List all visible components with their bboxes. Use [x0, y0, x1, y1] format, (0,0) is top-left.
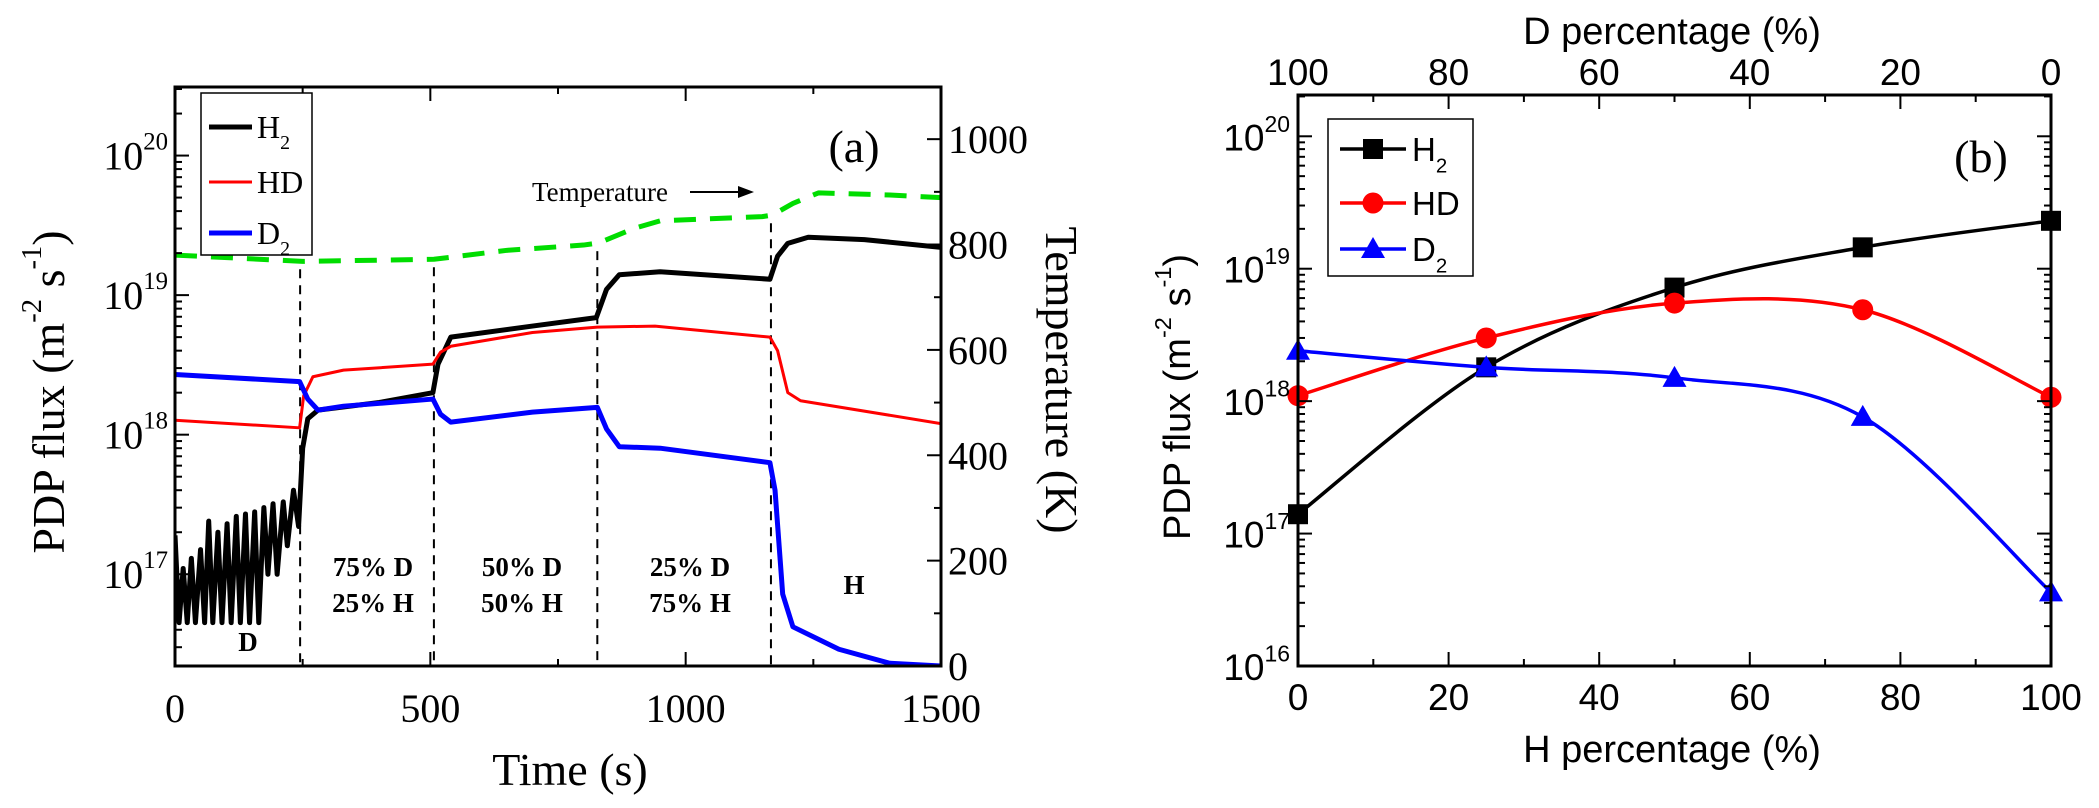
- x2-tick-label: 20: [1880, 52, 1921, 93]
- series-line-hd: [175, 324, 941, 430]
- panel-a-time-series: 0 500 1000 1500 1017 1018 1019 1020 0 200 400 600 80…: [17, 85, 1087, 795]
- arrow-head-icon: [738, 186, 754, 198]
- region-label: 75% D: [333, 552, 413, 582]
- temperature-annotation: Temperature: [532, 177, 668, 207]
- data-point-hd: [1852, 299, 1874, 321]
- panel-label: (b): [1954, 131, 2008, 182]
- legend: H2 HD D2: [1327, 118, 1474, 278]
- y-tick-label: 1017: [103, 547, 168, 597]
- data-point-hd: [1664, 292, 1685, 314]
- x-axis-title: Time (s): [492, 744, 648, 795]
- y2-tick-label: 600: [948, 328, 1008, 373]
- region-label: H: [843, 570, 864, 600]
- y-tick-label: 1018: [1223, 376, 1290, 423]
- data-point-d2: [1850, 404, 1875, 426]
- region-label: 25% H: [332, 588, 414, 618]
- data-point-hd: [1475, 327, 1497, 349]
- data-point-h2: [1664, 277, 1685, 298]
- x-tick-label: 1000: [646, 686, 726, 731]
- region-label: 50% H: [481, 588, 563, 618]
- y2-tick-label: 1000: [948, 117, 1028, 162]
- x2-tick-label: 80: [1428, 52, 1469, 93]
- x2-tick-label: 100: [1267, 52, 1329, 93]
- series-line-h2: [175, 234, 941, 626]
- y2-tick-label: 200: [948, 539, 1008, 584]
- region-label: 75% H: [649, 588, 731, 618]
- data-point-d2: [1474, 355, 1499, 377]
- x-tick-label: 40: [1579, 677, 1620, 718]
- legend-marker: [1363, 139, 1383, 159]
- y-tick-label: 1017: [1223, 508, 1290, 555]
- series-group: [175, 190, 941, 666]
- series-line-temperature: [175, 190, 941, 264]
- legend-marker: [1362, 192, 1384, 214]
- y-tick-label: 1019: [1223, 243, 1290, 290]
- y-axis-title: PDP flux (m-2 s-1): [17, 230, 74, 553]
- x-tick-label: 60: [1729, 677, 1770, 718]
- y2-tick-label: 800: [948, 223, 1008, 268]
- legend-box: [200, 92, 313, 256]
- region-label: 25% D: [650, 552, 730, 582]
- y-tick-label: 1019: [103, 268, 168, 318]
- legend-label: H2: [1412, 131, 1447, 178]
- x-tick-label: 80: [1880, 677, 1921, 718]
- x-tick-label: 1500: [901, 686, 981, 731]
- y-tick-label: 1020: [1223, 111, 1290, 158]
- x2-tick-label: 40: [1729, 52, 1770, 93]
- series-line-d2: [1297, 349, 2053, 594]
- y2-tick-label: 400: [948, 433, 1008, 478]
- panel-label: (a): [828, 121, 879, 172]
- x-tick-label: 0: [1288, 677, 1309, 718]
- y2-axis-title: Temperature (K): [1036, 226, 1087, 533]
- x2-axis-title: D percentage (%): [1523, 11, 1821, 53]
- series-line-d2: [175, 371, 941, 666]
- legend-marker: [1361, 237, 1385, 258]
- legend-label: H2: [257, 109, 290, 154]
- data-point-d2: [1662, 365, 1687, 387]
- legend-label: HD: [1412, 185, 1460, 222]
- x-axis-title: H percentage (%): [1523, 729, 1821, 771]
- legend-label: D2: [1412, 231, 1447, 278]
- x-tick-label: 100: [2020, 677, 2082, 718]
- y2-tick-label: 0: [948, 644, 968, 689]
- x-tick-label: 20: [1428, 677, 1469, 718]
- x-tick-label: 0: [165, 686, 185, 731]
- legend-label: HD: [257, 164, 303, 200]
- data-point-h2: [1852, 237, 1873, 258]
- x-tick-label: 500: [400, 686, 460, 731]
- legend-label: D2: [257, 215, 290, 260]
- x2-tick-label: 0: [2041, 52, 2062, 93]
- region-label: D: [238, 627, 258, 657]
- region-label: 50% D: [482, 552, 562, 582]
- y-tick-label: 1020: [103, 129, 168, 179]
- series-group: [1286, 210, 2063, 602]
- y-tick-label: 1018: [103, 408, 168, 458]
- legend: H2 HD D2: [200, 92, 313, 260]
- y-axis-title: PDP flux (m-2 s-1): [1150, 254, 1199, 540]
- x2-tick-label: 60: [1579, 52, 1620, 93]
- y-tick-label: 1016: [1223, 641, 1290, 688]
